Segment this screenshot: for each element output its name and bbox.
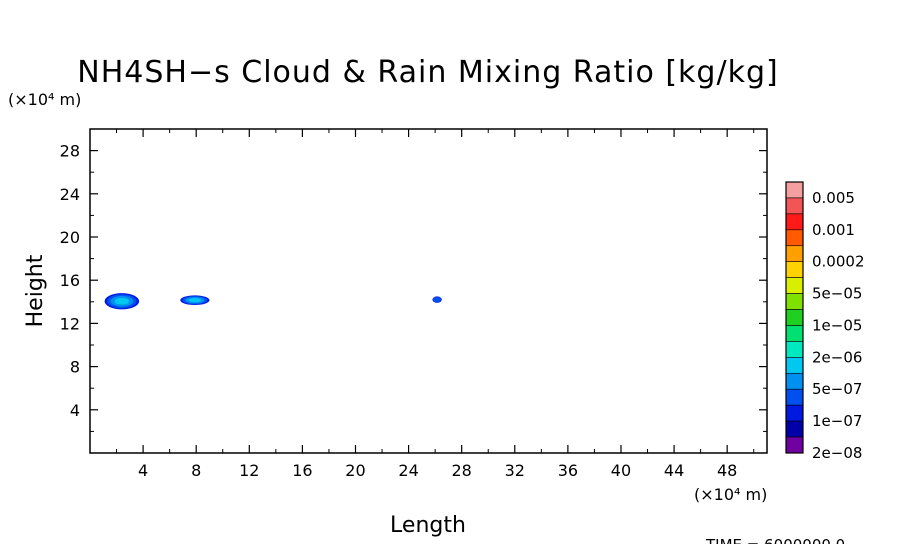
colorbar-swatch [785,372,804,390]
colorbar: 0.005 0.001 0.0002 5e−05 1e−05 2e−06 5e−07 1e−0… [785,181,865,462]
x-tick-label: 4 [138,461,148,480]
cloud-contour [114,297,130,305]
colorbar-swatch [785,261,804,278]
colorbar-label: 0.001 [812,221,855,239]
colorbar-swatch [785,404,804,422]
colorbar-swatch [785,229,804,247]
x-tick-label: 28 [452,461,472,480]
time-label: TIME = 6000000.0 [705,536,845,544]
cloud-contour [188,298,202,303]
cloud-features [104,293,442,310]
chart-title: NH4SH−s Cloud & Rain Mixing Ratio [kg/kg… [77,55,778,90]
y-axis-title: Height [23,254,48,327]
y-tick-label: 16 [60,271,80,290]
colorbar-label: 0.0002 [812,253,865,271]
colorbar-frame [785,181,804,454]
cloud-feature [104,293,140,310]
colorbar-swatch [785,245,804,263]
x-tick-label: 8 [191,461,201,480]
colorbar-label: 1e−07 [812,412,862,430]
colorbar-swatch [785,436,804,454]
colorbar-swatch [785,213,804,231]
cloud-contour [433,296,442,303]
y-tick-label: 12 [60,314,80,333]
colorbar-swatch [785,325,804,342]
y-axis-unit: (×10⁴ m) [8,90,81,109]
x-tick-label: 20 [345,461,365,480]
x-tick-label: 44 [664,461,684,480]
x-tick-label: 32 [505,461,525,480]
y-tick-label: 20 [60,228,80,247]
colorbar-swatch [785,388,804,406]
y-tick-label: 4 [70,401,80,420]
y-tick-label: 8 [70,358,80,377]
colorbar-label: 5e−07 [812,380,862,398]
y-tick-label: 24 [60,185,80,204]
cloud-feature [432,296,442,303]
x-tick-label: 12 [239,461,259,480]
x-axis-title: Length [390,513,466,538]
colorbar-swatch [785,309,804,326]
colorbar-swatch [785,277,804,294]
colorbar-swatch [785,197,804,215]
colorbar-label: 2e−08 [812,444,862,462]
colorbar-swatch [785,181,804,199]
x-tick-label: 24 [398,461,418,480]
x-tick-label: 36 [558,461,578,480]
cloud-feature [180,295,210,306]
plot-frame [89,128,768,454]
colorbar-swatch [785,293,804,310]
x-axis-unit: (×10⁴ m) [694,485,767,504]
x-tick-label: 40 [611,461,631,480]
x-tick-label: 16 [292,461,312,480]
colorbar-label: 0.005 [812,189,855,207]
x-tick-label: 48 [717,461,737,480]
colorbar-swatch [785,341,804,358]
colorbar-swatch [785,357,804,374]
y-tick-label: 28 [60,142,80,161]
colorbar-label: 5e−05 [812,285,862,303]
colorbar-swatch [785,420,804,438]
colorbar-label: 1e−05 [812,316,862,334]
colorbar-label: 2e−06 [812,348,862,366]
